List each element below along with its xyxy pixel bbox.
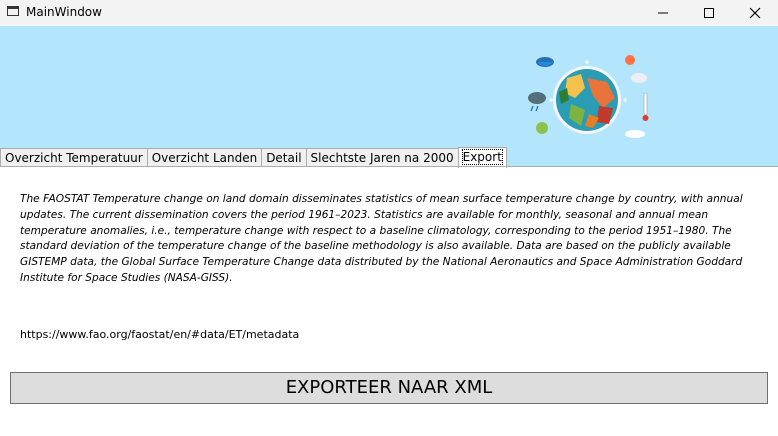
tab-label: Export: [461, 149, 503, 165]
maximize-button[interactable]: [686, 0, 732, 26]
tab-strip: Overzicht Temperatuur Overzicht Landen D…: [0, 147, 507, 168]
tab-label: Slechtste Jaren na 2000: [310, 151, 454, 165]
window-title: MainWindow: [26, 5, 102, 19]
tab-overzicht-temperatuur[interactable]: Overzicht Temperatuur: [0, 148, 148, 167]
dataset-description: The FAOSTAT Temperature change on land d…: [20, 193, 743, 284]
minimize-icon: [658, 12, 668, 14]
tab-label: Detail: [266, 151, 302, 165]
title-bar: MainWindow: [0, 0, 778, 26]
tab-label: Overzicht Temperatuur: [5, 151, 143, 165]
tab-slechtste-jaren[interactable]: Slechtste Jaren na 2000: [305, 148, 459, 167]
tab-detail[interactable]: Detail: [261, 148, 307, 167]
header-banner: [0, 26, 778, 167]
tab-label: Overzicht Landen: [151, 151, 258, 165]
metadata-url: https://www.fao.org/faostat/en/#data/ET/…: [20, 328, 300, 341]
earth-climate-illustration: [528, 55, 649, 138]
tab-content-border: [0, 166, 778, 167]
close-button[interactable]: [732, 0, 778, 26]
export-xml-button[interactable]: EXPORTEER NAAR XML: [10, 372, 768, 404]
close-icon: [749, 7, 761, 19]
app-window-icon: [7, 6, 19, 16]
tab-export[interactable]: Export: [457, 147, 507, 168]
tab-overzicht-landen[interactable]: Overzicht Landen: [146, 148, 263, 167]
minimize-button[interactable]: [640, 0, 686, 26]
maximize-icon: [704, 8, 714, 18]
